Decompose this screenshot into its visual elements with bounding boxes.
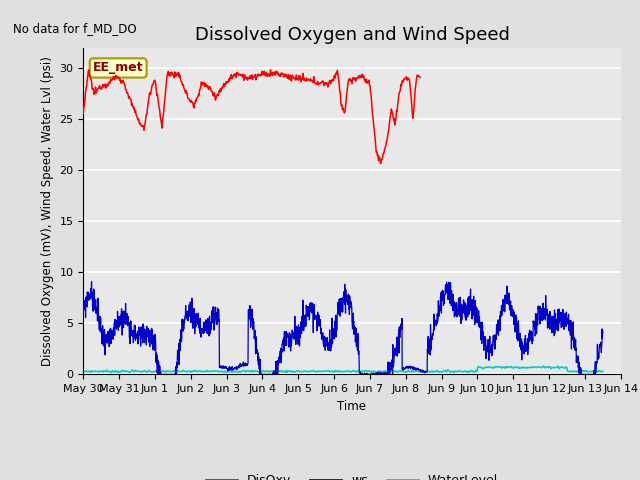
ws [584, 372, 592, 377]
ws [88, 279, 95, 285]
ws [584, 372, 592, 377]
DisOxy [333, 67, 341, 73]
Line: ws: ws [83, 282, 603, 374]
Y-axis label: Dissolved Oxygen (mV), Wind Speed, Water Lvl (psi): Dissolved Oxygen (mV), Wind Speed, Water… [41, 56, 54, 366]
DisOxy [139, 123, 147, 129]
DisOxy [416, 74, 424, 80]
DisOxy [166, 70, 173, 76]
WaterLevel [540, 363, 547, 369]
ws [489, 336, 497, 342]
ws [154, 372, 162, 377]
DisOxy [267, 67, 275, 73]
WaterLevel [589, 368, 596, 374]
Line: WaterLevel: WaterLevel [83, 366, 603, 372]
WaterLevel [599, 368, 607, 374]
WaterLevel [360, 369, 368, 374]
DisOxy [232, 71, 239, 77]
Text: No data for f_MD_DO: No data for f_MD_DO [13, 22, 137, 35]
WaterLevel [326, 369, 334, 374]
ws [79, 312, 87, 318]
DisOxy [278, 70, 286, 76]
WaterLevel [79, 368, 87, 373]
Line: DisOxy: DisOxy [83, 70, 420, 164]
DisOxy [79, 111, 87, 117]
WaterLevel [390, 368, 397, 373]
ws [333, 316, 340, 322]
WaterLevel [330, 369, 337, 374]
WaterLevel [506, 364, 514, 370]
DisOxy [377, 161, 385, 167]
X-axis label: Time: Time [337, 400, 367, 413]
ws [599, 328, 607, 334]
Text: EE_met: EE_met [93, 61, 143, 74]
Title: Dissolved Oxygen and Wind Speed: Dissolved Oxygen and Wind Speed [195, 25, 509, 44]
DisOxy [305, 77, 312, 83]
Legend: DisOxy, ws, WaterLevel: DisOxy, ws, WaterLevel [201, 469, 503, 480]
ws [319, 330, 326, 336]
WaterLevel [369, 370, 376, 375]
ws [106, 326, 114, 332]
